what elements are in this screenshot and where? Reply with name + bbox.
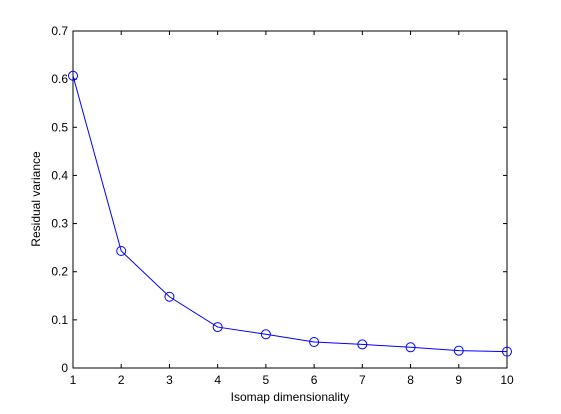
data-point	[212, 322, 223, 333]
plot-area	[72, 30, 508, 369]
y-tick-label: 0.4	[51, 168, 68, 182]
y-axis-label: Residual variance	[29, 151, 43, 247]
y-tick-label: 0.1	[51, 313, 68, 327]
x-tick-label: 10	[500, 373, 514, 387]
data-point	[357, 339, 368, 350]
x-axis-label: Isomap dimensionality	[231, 390, 350, 404]
y-tick-label: 0.7	[51, 24, 68, 38]
x-axis-ticks: 1 2 3 4 5 6 7 8 9 10	[70, 31, 514, 387]
data-point	[309, 337, 320, 348]
x-tick-label: 9	[455, 373, 462, 387]
data-point	[453, 345, 464, 356]
y-tick-label: 0.5	[51, 120, 68, 134]
x-tick-label: 4	[214, 373, 221, 387]
data-point	[405, 342, 416, 353]
x-tick-label: 8	[407, 373, 414, 387]
x-tick-label: 7	[359, 373, 366, 387]
x-tick-label: 5	[263, 373, 270, 387]
x-tick-label: 2	[118, 373, 125, 387]
x-tick-label: 6	[311, 373, 318, 387]
y-tick-label: 0	[61, 361, 68, 375]
data-point	[116, 246, 127, 257]
y-tick-label: 0.2	[51, 265, 68, 279]
data-point	[164, 291, 175, 302]
data-point	[502, 346, 512, 357]
y-tick-label: 0.6	[51, 72, 68, 86]
data-point	[68, 70, 78, 81]
x-tick-label: 3	[166, 373, 173, 387]
x-tick-label: 1	[70, 373, 77, 387]
y-axis-ticks: 0 0.1 0.2 0.3 0.4 0.5 0.6 0.7	[51, 24, 507, 375]
data-point	[260, 329, 271, 340]
series-layer	[68, 70, 512, 357]
y-tick-label: 0.3	[51, 217, 68, 231]
series-line	[72, 75, 508, 353]
